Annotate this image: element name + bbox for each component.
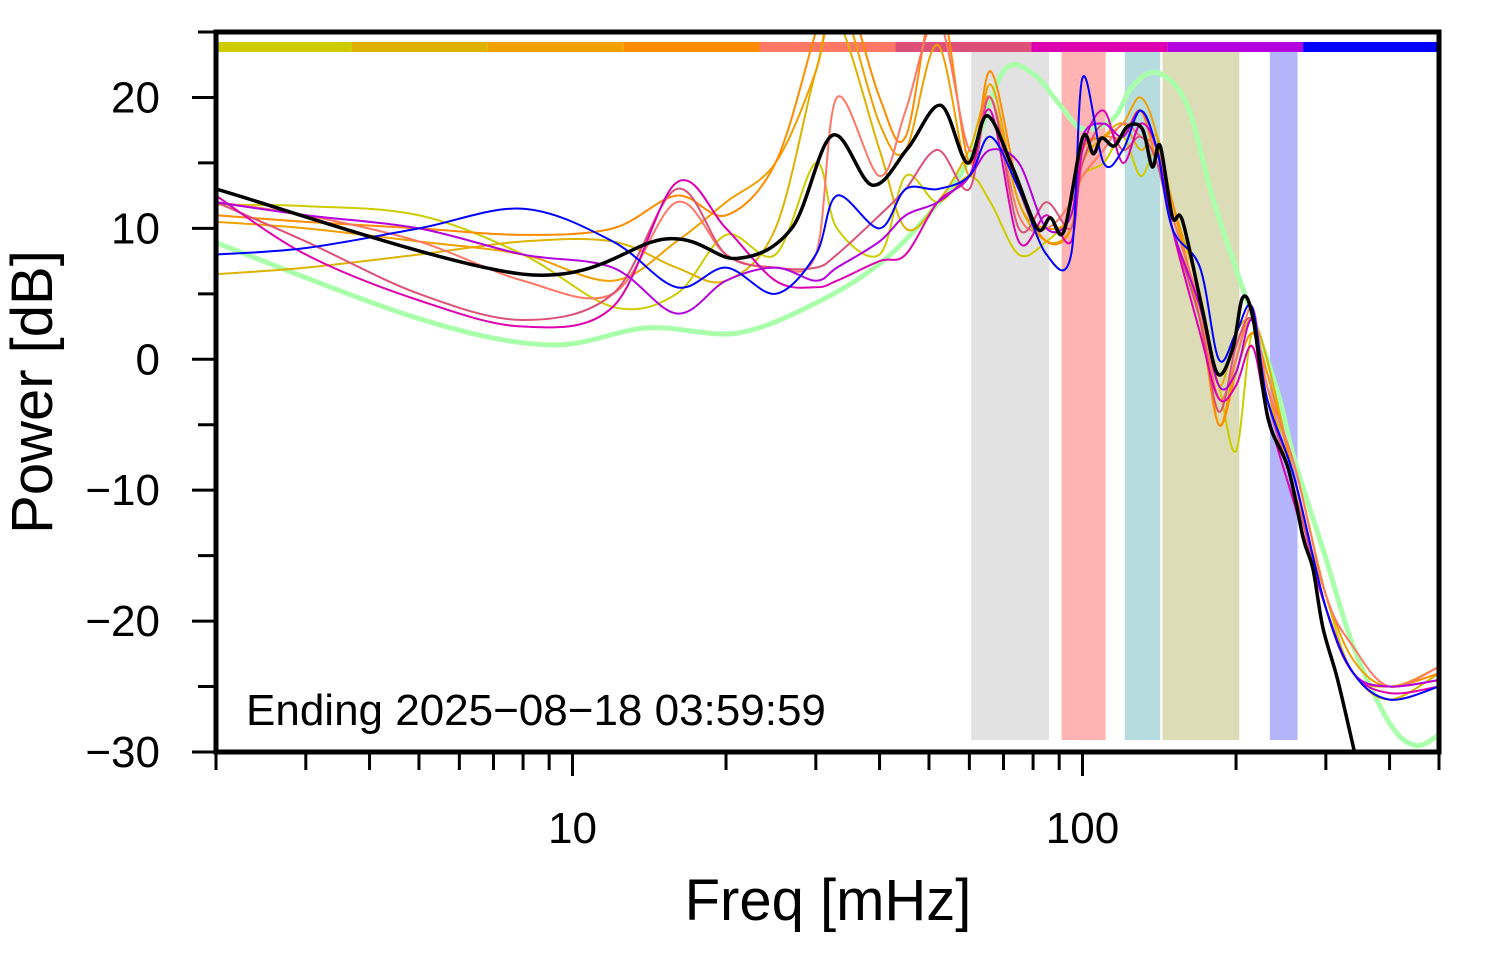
y-axis-label: Power [dB] xyxy=(0,250,65,534)
color-bar-segment xyxy=(1167,42,1304,52)
x-axis-label: Freq [mHz] xyxy=(685,868,972,933)
x-tick-label: 100 xyxy=(1046,804,1119,853)
series-line-5 xyxy=(216,96,1439,688)
annotation: Ending 2025−08−18 03:59:59 xyxy=(246,686,826,735)
y-tick-label: 20 xyxy=(111,73,160,122)
frequency-bands xyxy=(971,52,1298,740)
reference-line xyxy=(216,61,1439,749)
color-bar-segment xyxy=(1303,42,1439,52)
y-tick-label: 0 xyxy=(136,335,160,384)
series-lines xyxy=(216,32,1439,752)
color-bar-segment xyxy=(216,42,352,52)
color-bar-segment xyxy=(487,42,624,52)
y-tick-label: −30 xyxy=(85,728,160,777)
color-bar-segment xyxy=(895,42,1032,52)
y-tick-label: −10 xyxy=(85,466,160,515)
mean-line xyxy=(216,103,1357,752)
y-axis: −30 −20 −10 0 10 20 xyxy=(85,30,216,777)
x-axis: 10 100 xyxy=(214,752,1441,853)
y-tick-label: −20 xyxy=(85,597,160,646)
color-bar xyxy=(216,42,1439,52)
series-line-8 xyxy=(216,75,1439,701)
color-bar-segment xyxy=(1031,42,1168,52)
y-tick-label: 10 xyxy=(111,204,160,253)
plot-frame xyxy=(213,29,1442,755)
x-tick-label: 10 xyxy=(548,804,597,853)
color-bar-segment xyxy=(759,42,896,52)
color-bar-segment xyxy=(623,42,760,52)
color-bar-segment xyxy=(351,42,488,52)
